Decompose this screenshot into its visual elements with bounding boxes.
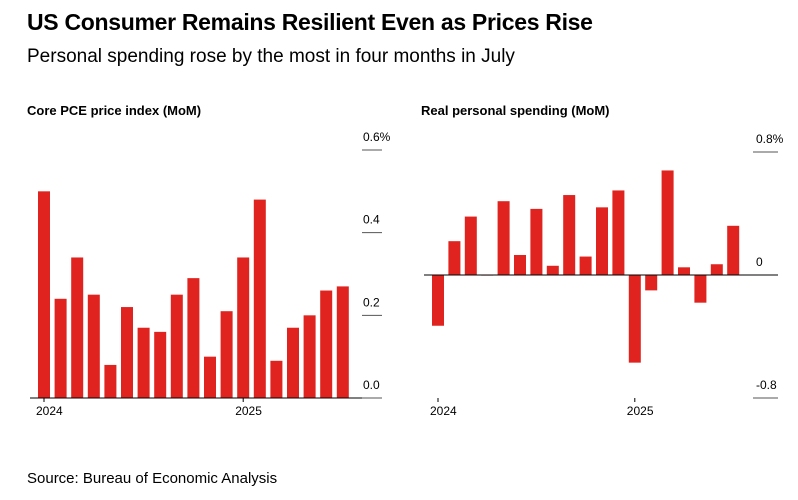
bar-core-pce-16 [287, 327, 299, 398]
x-tick-label-real-spending-1: 2024 [430, 404, 457, 418]
bar-core-pce-3 [71, 257, 84, 398]
chart-title: US Consumer Remains Resilient Even as Pr… [27, 9, 593, 35]
bar-real-spending-18 [710, 264, 723, 275]
bar-core-pce-19 [336, 286, 349, 398]
bar-core-pce-7 [137, 327, 150, 398]
bar-real-spending-3 [464, 216, 477, 275]
x-tick-label-real-spending-2: 2025 [627, 404, 654, 418]
bar-core-pce-10 [187, 278, 200, 398]
bar-real-spending-8 [546, 265, 559, 275]
bar-real-spending-15 [661, 170, 674, 275]
bar-real-spending-16 [678, 267, 690, 275]
bar-core-pce-6 [121, 307, 133, 398]
source-note: Source: Bureau of Economic Analysis [27, 470, 278, 487]
bar-core-pce-12 [220, 311, 233, 398]
bar-real-spending-9 [563, 195, 576, 275]
bar-core-pce-17 [303, 315, 316, 398]
bar-core-pce-8 [154, 331, 167, 398]
bar-core-pce-1 [38, 191, 50, 398]
bar-real-spending-11 [596, 207, 608, 275]
y-tick-label-core-pce-4: 0.6% [363, 130, 391, 144]
bar-core-pce-4 [87, 294, 100, 398]
panel-title-real-spending: Real personal spending (MoM) [421, 103, 610, 118]
bar-real-spending-1 [432, 275, 444, 326]
panel-title-core-pce: Core PCE price index (MoM) [27, 103, 201, 118]
y-tick-label-real-spending-1: -0.8 [756, 378, 777, 392]
chart-subtitle: Personal spending rose by the most in fo… [27, 46, 515, 67]
bar-real-spending-14 [645, 275, 658, 291]
bar-real-spending-6 [514, 255, 526, 275]
y-tick-label-real-spending-2: 0 [756, 255, 763, 269]
x-tick-label-core-pce-2: 2025 [235, 404, 262, 418]
bar-core-pce-14 [253, 199, 266, 398]
bar-core-pce-9 [170, 294, 183, 398]
x-tick-label-core-pce-1: 2024 [36, 404, 63, 418]
bar-core-pce-13 [237, 257, 250, 398]
y-tick-label-real-spending-3: 0.8% [756, 132, 784, 146]
y-tick-label-core-pce-1: 0.0 [363, 378, 380, 392]
bar-real-spending-10 [579, 256, 592, 275]
y-tick-label-core-pce-2: 0.2 [363, 295, 380, 309]
bar-core-pce-5 [104, 364, 117, 398]
bar-real-spending-13 [628, 275, 641, 363]
bar-real-spending-17 [694, 275, 707, 303]
bar-real-spending-5 [497, 201, 510, 275]
bar-core-pce-2 [54, 298, 67, 398]
charts-canvas: Core PCE price index (MoM) Real personal… [27, 103, 784, 418]
bar-core-pce-11 [204, 356, 216, 398]
bar-core-pce-18 [320, 290, 333, 398]
bar-real-spending-12 [612, 190, 625, 275]
bar-core-pce-15 [270, 360, 283, 398]
bar-real-spending-2 [448, 241, 461, 275]
bar-real-spending-19 [727, 225, 740, 275]
y-tick-label-core-pce-3: 0.4 [363, 213, 380, 227]
bar-real-spending-7 [530, 208, 543, 275]
